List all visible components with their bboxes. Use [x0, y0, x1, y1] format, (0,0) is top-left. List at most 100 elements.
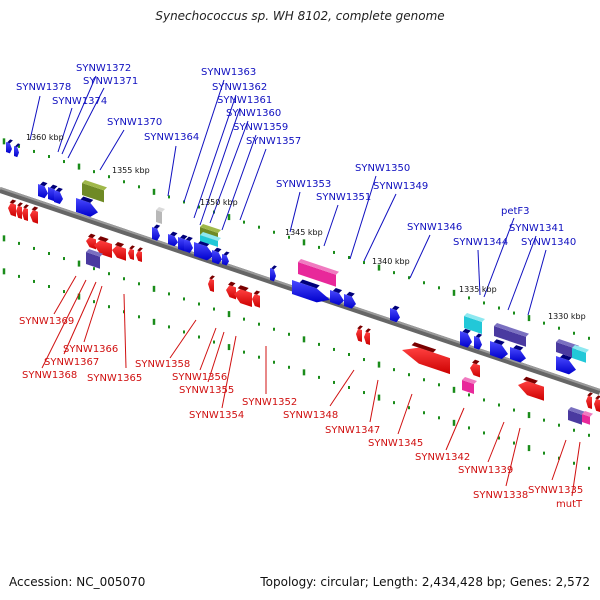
- reverse-gene-label[interactable]: SYNW1354: [189, 410, 244, 421]
- forward-gene-arrow: [38, 181, 48, 199]
- forward-leader-line: [67, 87, 105, 159]
- reverse-leader-line: [487, 421, 505, 463]
- reverse-leader-line: [445, 407, 465, 451]
- forward-gene-arrow: [212, 247, 222, 265]
- forward-leader-line: [183, 79, 225, 203]
- reverse-gene-arrow: [208, 275, 215, 293]
- forward-gene-label[interactable]: SYNW1370: [107, 117, 162, 128]
- forward-gene-arrow: [556, 354, 576, 375]
- reverse-gene-arrow: [86, 233, 96, 250]
- forward-gene-arrow: [330, 287, 344, 306]
- accession-text: Accession: NC_005070: [9, 575, 146, 589]
- forward-leader-line: [29, 95, 41, 141]
- reverse-gene-arrow: [226, 281, 236, 300]
- forward-gene-label[interactable]: SYNW1371: [83, 76, 138, 87]
- forward-gene-label[interactable]: SYNW1361: [217, 95, 272, 106]
- forward-gene-label[interactable]: SYNW1340: [521, 237, 576, 248]
- ruler-coordinate-label: 1360 kbp: [26, 133, 64, 142]
- forward-gene-label[interactable]: SYNW1374: [52, 96, 107, 107]
- reverse-gene-label[interactable]: mutT: [556, 499, 583, 510]
- forward-gene-arrow: [292, 279, 330, 303]
- forward-gene-arrow: [14, 143, 21, 158]
- forward-gene-arrow: [344, 291, 356, 309]
- reverse-leader-line: [571, 441, 581, 497]
- reverse-gene-label[interactable]: SYNW1366: [63, 344, 118, 355]
- forward-gene-label[interactable]: SYNW1363: [201, 67, 256, 78]
- reverse-leader-line: [63, 281, 97, 355]
- forward-leader-line: [483, 217, 515, 298]
- forward-gene-label[interactable]: SYNW1344: [453, 237, 508, 248]
- forward-gene-label[interactable]: SYNW1378: [16, 82, 71, 93]
- forward-leader-line: [363, 193, 397, 262]
- reverse-gene-label[interactable]: SYNW1355: [179, 385, 234, 396]
- forward-leader-line: [323, 204, 339, 247]
- reverse-leader-line: [551, 439, 567, 481]
- forward-gene-arrow: [474, 333, 483, 350]
- forward-gene-label[interactable]: SYNW1349: [373, 181, 428, 192]
- forward-gene-label[interactable]: SYNW1362: [212, 82, 267, 93]
- forward-gene-label[interactable]: SYNW1351: [316, 192, 371, 203]
- gene-box: [494, 323, 529, 347]
- reverse-gene-label[interactable]: SYNW1365: [87, 373, 142, 384]
- forward-leader-line: [289, 191, 301, 233]
- genome-summary-text: Topology: circular; Length: 2,434,428 bp…: [260, 575, 590, 589]
- forward-gene-label[interactable]: SYNW1364: [144, 132, 199, 143]
- reverse-leader-line: [207, 331, 225, 383]
- ruler-coordinate-label: 1335 kbp: [459, 285, 497, 294]
- reverse-gene-label[interactable]: SYNW1367: [44, 357, 99, 368]
- forward-gene-label[interactable]: SYNW1346: [407, 222, 462, 233]
- forward-gene-label[interactable]: SYNW1359: [233, 122, 288, 133]
- reverse-leader-line: [505, 427, 521, 487]
- forward-gene-arrow: [54, 187, 63, 204]
- reverse-gene-arrow: [470, 359, 480, 378]
- forward-gene-label[interactable]: SYNW1360: [226, 108, 281, 119]
- reverse-gene-label[interactable]: SYNW1335: [528, 485, 583, 496]
- reverse-gene-label[interactable]: SYNW1358: [135, 359, 190, 370]
- forward-gene-label[interactable]: SYNW1341: [509, 223, 564, 234]
- gene-box: [200, 232, 221, 248]
- reverse-gene-arrow: [234, 285, 252, 308]
- forward-gene-label[interactable]: SYNW1353: [276, 179, 331, 190]
- reverse-gene-label[interactable]: SYNW1342: [415, 452, 470, 463]
- reverse-gene-arrow: [518, 376, 544, 401]
- reverse-leader-line: [123, 293, 127, 369]
- forward-gene-arrow: [510, 345, 526, 363]
- reverse-gene-arrow: [364, 328, 371, 346]
- page-title: Synechococcus sp. WH 8102, complete geno…: [155, 9, 445, 23]
- forward-gene-label[interactable]: SYNW1372: [76, 63, 131, 74]
- forward-gene-arrow: [168, 231, 178, 247]
- gene-box: [582, 411, 593, 425]
- forward-gene-arrow: [390, 305, 400, 323]
- gene-box: [568, 407, 585, 425]
- reverse-gene-label[interactable]: SYNW1352: [242, 397, 297, 408]
- reverse-gene-label[interactable]: SYNW1339: [458, 465, 513, 476]
- forward-gene-label[interactable]: SYNW1357: [246, 136, 301, 147]
- forward-gene-label[interactable]: petF3: [501, 206, 530, 217]
- reverse-gene-label[interactable]: SYNW1368: [22, 370, 77, 381]
- reverse-gene-arrow: [402, 342, 450, 375]
- reverse-gene-label[interactable]: SYNW1348: [283, 410, 338, 421]
- reverse-leader-line: [169, 319, 197, 359]
- reverse-leader-line: [83, 285, 103, 343]
- reverse-gene-label[interactable]: SYNW1347: [325, 425, 380, 436]
- reverse-gene-arrow: [30, 206, 39, 224]
- reverse-gene-arrow: [594, 395, 600, 413]
- forward-leader-line: [199, 107, 241, 226]
- reverse-gene-label[interactable]: SYNW1356: [172, 372, 227, 383]
- reverse-gene-label[interactable]: SYNW1345: [368, 438, 423, 449]
- reverse-gene-arrow: [22, 204, 29, 222]
- label-layer: 1360 kbp 1355 kbp 1350 kbp 1345 kbp 1340 kbp…: [16, 63, 586, 510]
- reverse-gene-label[interactable]: SYNW1369: [19, 316, 74, 327]
- gene-box: [572, 345, 589, 363]
- reverse-gene-label[interactable]: SYNW1338: [473, 490, 528, 501]
- forward-leader-line: [209, 120, 249, 224]
- forward-gene-label[interactable]: SYNW1350: [355, 163, 410, 174]
- forward-leader-line: [349, 175, 377, 260]
- reverse-gene-arrow: [94, 236, 112, 259]
- reverse-gene-arrow: [586, 392, 593, 410]
- reverse-leader-line: [369, 379, 379, 423]
- reverse-gene-arrow: [252, 290, 261, 308]
- forward-leader-line: [99, 129, 125, 171]
